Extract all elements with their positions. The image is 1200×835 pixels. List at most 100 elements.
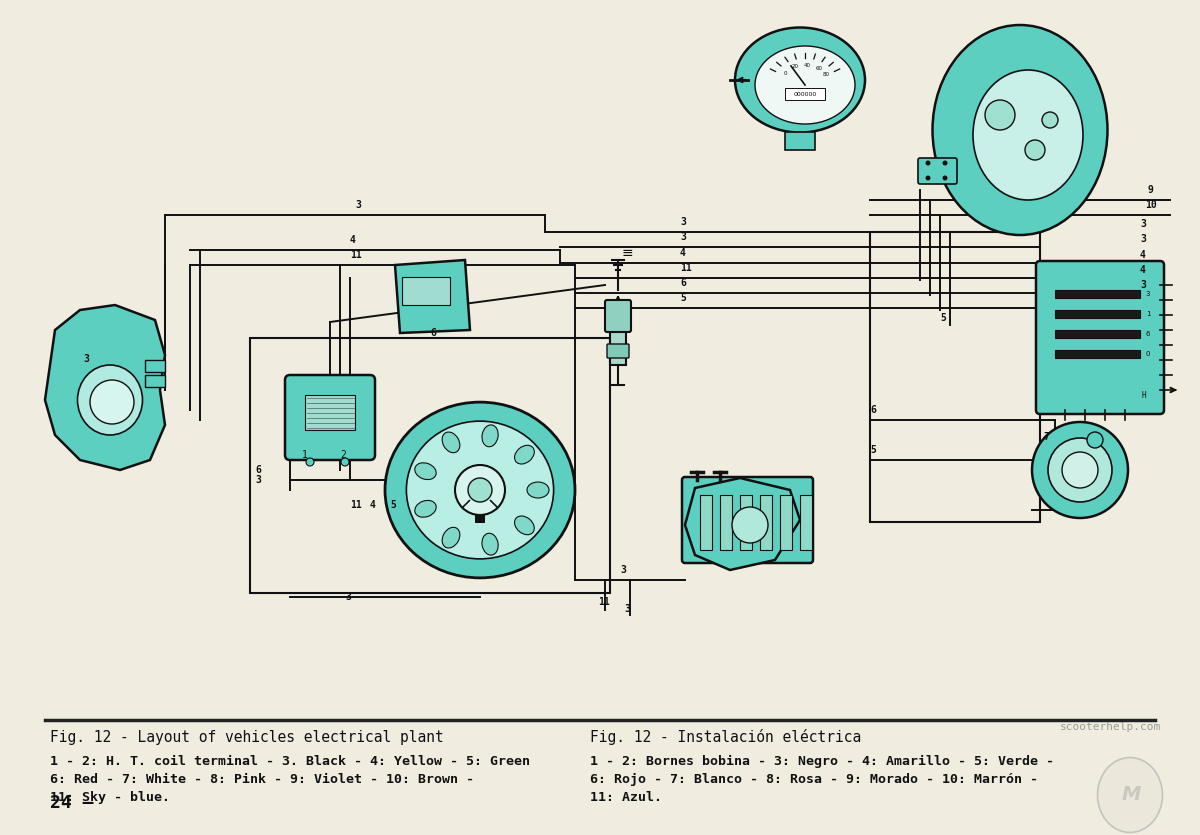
Circle shape <box>1025 140 1045 160</box>
Text: H: H <box>1142 391 1147 400</box>
Text: Fig. 12 - Layout of vehicles electrical plant: Fig. 12 - Layout of vehicles electrical … <box>50 730 444 745</box>
Bar <box>305 395 355 430</box>
Text: 11: 11 <box>350 250 361 260</box>
Bar <box>475 515 485 523</box>
Text: 6: Red - 7: White - 8: Pink - 9: Violet - 10: Brown -: 6: Red - 7: White - 8: Pink - 9: Violet … <box>50 773 474 786</box>
Ellipse shape <box>515 445 534 464</box>
Circle shape <box>468 478 492 502</box>
Bar <box>1055 350 1140 358</box>
Text: M: M <box>1122 785 1141 804</box>
Ellipse shape <box>734 28 865 133</box>
Text: 6: 6 <box>256 465 260 475</box>
Text: 3: 3 <box>1146 291 1151 297</box>
Bar <box>760 495 772 550</box>
Text: 2: 2 <box>340 450 346 460</box>
Circle shape <box>1048 438 1112 502</box>
Circle shape <box>455 465 505 515</box>
Text: 6: 6 <box>870 405 876 415</box>
Bar <box>800 495 812 550</box>
Circle shape <box>1042 112 1058 128</box>
Bar <box>720 495 732 550</box>
Ellipse shape <box>407 421 553 559</box>
Polygon shape <box>685 478 800 570</box>
Bar <box>700 495 712 550</box>
Ellipse shape <box>78 365 143 435</box>
Text: 4: 4 <box>680 248 686 258</box>
Text: 3: 3 <box>1140 234 1146 244</box>
Text: 4: 4 <box>370 500 376 510</box>
Bar <box>402 277 450 305</box>
Text: 7: 7 <box>1043 432 1049 442</box>
Text: 11: 11 <box>598 597 610 607</box>
Circle shape <box>1032 422 1128 518</box>
Text: 6: 6 <box>680 278 686 288</box>
Circle shape <box>942 160 948 165</box>
Ellipse shape <box>442 527 460 548</box>
Text: 4: 4 <box>1140 265 1146 275</box>
Bar <box>870 232 1040 522</box>
Text: 5: 5 <box>390 500 396 510</box>
Text: 11: Azul.: 11: Azul. <box>590 791 662 804</box>
Text: 5: 5 <box>680 293 686 303</box>
Ellipse shape <box>385 402 575 578</box>
Text: 4: 4 <box>1140 250 1146 260</box>
Circle shape <box>1062 452 1098 488</box>
FancyBboxPatch shape <box>607 344 629 358</box>
Ellipse shape <box>415 463 436 479</box>
Text: 4: 4 <box>350 235 356 245</box>
Bar <box>250 338 610 593</box>
Bar <box>1055 290 1140 298</box>
Text: 3: 3 <box>620 565 626 575</box>
Bar <box>1055 330 1140 338</box>
Bar <box>780 495 792 550</box>
Ellipse shape <box>482 425 498 447</box>
Ellipse shape <box>442 432 460 453</box>
FancyBboxPatch shape <box>682 477 814 563</box>
Text: 11: 11 <box>680 263 691 273</box>
Text: 3: 3 <box>1140 280 1146 290</box>
Text: scooterhelp.com: scooterhelp.com <box>1060 722 1162 732</box>
Text: 60: 60 <box>815 66 822 71</box>
FancyBboxPatch shape <box>918 158 958 184</box>
Text: 0: 0 <box>1146 351 1151 357</box>
Circle shape <box>985 100 1015 130</box>
Ellipse shape <box>932 25 1108 235</box>
Circle shape <box>1087 432 1103 448</box>
Ellipse shape <box>515 516 534 534</box>
Text: 9: 9 <box>1148 185 1154 195</box>
FancyBboxPatch shape <box>605 300 631 332</box>
Text: 1: 1 <box>1146 311 1151 317</box>
Text: 1 - 2: H. T. coil terminal - 3. Black - 4: Yellow - 5: Green: 1 - 2: H. T. coil terminal - 3. Black - … <box>50 755 530 768</box>
Circle shape <box>925 160 930 165</box>
Text: 3: 3 <box>256 475 260 485</box>
Text: 20: 20 <box>791 64 798 69</box>
Polygon shape <box>395 260 470 333</box>
Text: 3: 3 <box>355 200 361 210</box>
Text: 3: 3 <box>1140 219 1146 229</box>
Text: 3: 3 <box>346 592 350 602</box>
Text: 000000: 000000 <box>793 92 817 97</box>
Circle shape <box>90 380 134 424</box>
Bar <box>740 495 752 550</box>
Polygon shape <box>46 305 166 470</box>
Ellipse shape <box>1098 757 1163 832</box>
Ellipse shape <box>482 534 498 555</box>
Ellipse shape <box>415 500 436 517</box>
Bar <box>785 132 815 150</box>
Text: ≡: ≡ <box>622 246 634 260</box>
Circle shape <box>925 175 930 180</box>
FancyBboxPatch shape <box>286 375 374 460</box>
Bar <box>1055 310 1140 318</box>
Text: 6: 6 <box>1146 331 1151 337</box>
Bar <box>610 330 626 365</box>
FancyBboxPatch shape <box>1036 261 1164 414</box>
Ellipse shape <box>755 46 854 124</box>
Text: 1 - 2: Bornes bobina - 3: Negro - 4: Amarillo - 5: Verde -: 1 - 2: Bornes bobina - 3: Negro - 4: Ama… <box>590 755 1054 768</box>
Text: 24 —: 24 — <box>50 794 94 812</box>
Text: 3: 3 <box>680 232 686 242</box>
Bar <box>145 375 166 387</box>
Text: 3: 3 <box>680 217 686 227</box>
Circle shape <box>341 458 349 466</box>
Text: 1: 1 <box>302 450 308 460</box>
Ellipse shape <box>527 482 550 498</box>
